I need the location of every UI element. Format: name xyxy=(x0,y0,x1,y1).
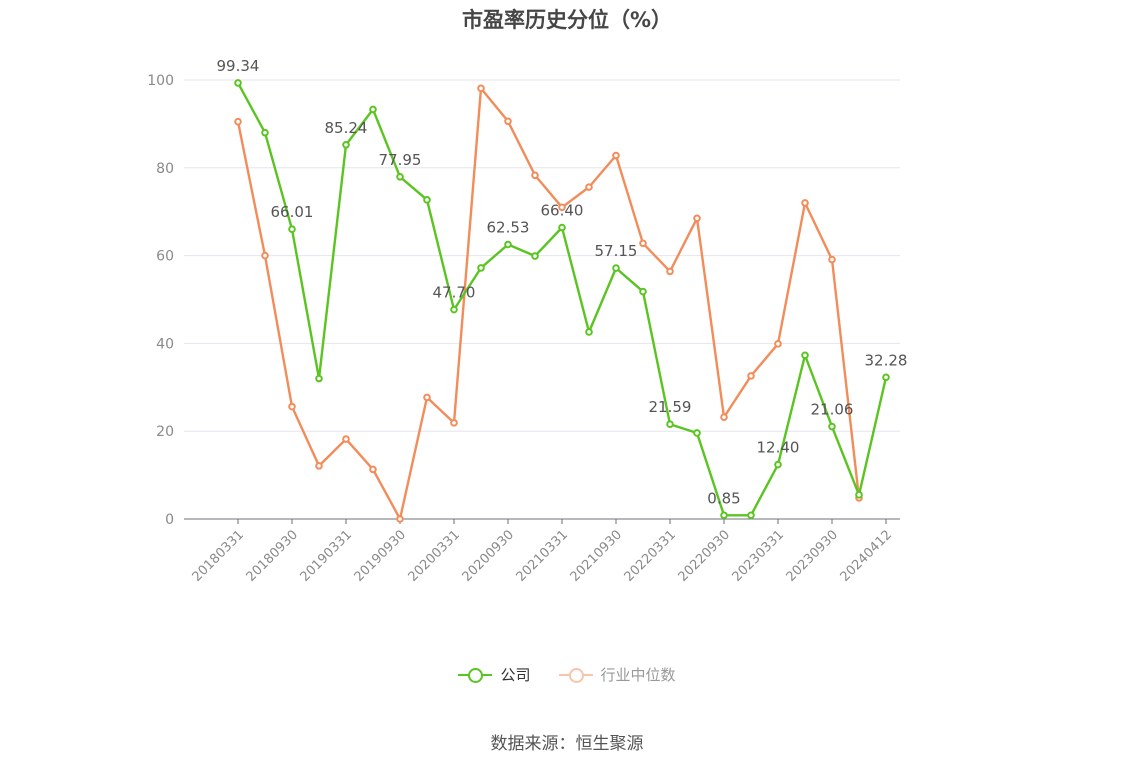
chart-title: 市盈率历史分位（%） xyxy=(461,8,673,32)
company-point xyxy=(261,128,269,137)
data-label: 47.70 xyxy=(433,284,476,302)
y-tick-label: 60 xyxy=(156,249,174,265)
company-point xyxy=(531,252,539,260)
data-label: 32.28 xyxy=(865,351,908,369)
x-tick-label: 20210331 xyxy=(514,527,571,584)
industry-point xyxy=(315,462,323,470)
industry-point xyxy=(288,402,296,411)
industry-point xyxy=(585,183,593,191)
company-point xyxy=(342,140,350,149)
company-point xyxy=(693,429,701,437)
company-point xyxy=(504,240,512,249)
company-point xyxy=(369,105,377,114)
data-label: 66.40 xyxy=(541,202,584,220)
industry-point xyxy=(666,267,674,276)
series-line-industry xyxy=(236,87,861,521)
data-label: 99.34 xyxy=(217,57,260,75)
company-point xyxy=(801,351,809,360)
industry-point xyxy=(423,393,431,402)
legend-company-label: 公司 xyxy=(500,666,531,684)
x-tick-label: 20220930 xyxy=(676,527,733,584)
industry-point xyxy=(234,117,242,126)
company-point xyxy=(720,511,728,520)
company-point xyxy=(585,328,593,336)
data-label: 0.85 xyxy=(707,489,740,507)
company-point xyxy=(882,373,890,382)
company-point xyxy=(234,79,242,87)
company-point xyxy=(774,460,782,469)
industry-point xyxy=(450,419,458,427)
legend-company-symbol-icon xyxy=(458,666,493,684)
industry-point xyxy=(504,117,512,126)
legend-industry-label: 行业中位数 xyxy=(600,666,676,684)
data-label: 21.06 xyxy=(811,401,854,419)
x-tick-label: 20180930 xyxy=(244,527,301,584)
company-point xyxy=(612,264,620,272)
data-label: 21.59 xyxy=(649,398,692,416)
industry-point xyxy=(774,340,782,348)
company-point xyxy=(288,225,296,234)
company-point xyxy=(639,287,647,296)
company-point xyxy=(855,491,863,499)
industry-point xyxy=(396,515,404,523)
industry-point xyxy=(747,372,755,380)
industry-point xyxy=(531,171,539,180)
data-label: 85.24 xyxy=(325,119,368,137)
data-label: 77.95 xyxy=(379,151,422,169)
x-tick-label: 20210930 xyxy=(568,527,625,584)
x-tick-label: 20200930 xyxy=(460,527,517,584)
industry-point xyxy=(261,251,269,260)
industry-point xyxy=(612,151,620,160)
industry-point xyxy=(639,239,647,248)
industry-point xyxy=(693,214,701,223)
chart-legend: 公司 行业中位数 xyxy=(0,664,1134,685)
company-point xyxy=(450,305,458,314)
legend-item-industry-median[interactable]: 行业中位数 xyxy=(558,664,676,685)
x-tick-label: 20180331 xyxy=(190,527,247,584)
data-label: 62.53 xyxy=(487,218,530,236)
y-tick-label: 20 xyxy=(156,424,174,440)
x-tick-label: 20230930 xyxy=(784,527,841,584)
data-label: 66.01 xyxy=(271,203,314,221)
x-tick-label: 20190930 xyxy=(352,527,409,584)
legend-item-company[interactable]: 公司 xyxy=(458,664,531,685)
industry-point xyxy=(342,435,350,443)
y-tick-label: 40 xyxy=(156,336,174,352)
company-point xyxy=(558,223,566,232)
y-tick-label: 80 xyxy=(156,161,174,177)
company-point xyxy=(396,172,404,181)
company-point xyxy=(828,422,836,431)
industry-point xyxy=(720,413,728,421)
industry-point xyxy=(828,255,836,264)
line-chart: 0 20 40 60 80 100 2018033120180930201903312019… xyxy=(147,57,908,585)
x-tick-label: 20240412 xyxy=(838,527,895,584)
company-point xyxy=(747,511,755,520)
x-tick-label: 20230331 xyxy=(730,527,787,584)
y-tick-label: 0 xyxy=(165,512,174,528)
x-tick-label: 20220331 xyxy=(622,527,679,584)
industry-point xyxy=(477,84,485,93)
industry-point xyxy=(558,203,566,212)
data-label: 12.40 xyxy=(757,439,800,457)
industry-point xyxy=(801,199,809,207)
x-tick-label: 20200331 xyxy=(406,527,463,584)
legend-industry-symbol-icon xyxy=(558,666,593,684)
data-source: 数据来源：恒生聚源 xyxy=(490,734,644,754)
company-point xyxy=(477,264,485,272)
company-point xyxy=(666,420,674,429)
x-tick-label: 20190331 xyxy=(298,527,355,584)
company-point xyxy=(315,374,323,383)
company-point xyxy=(423,196,431,204)
industry-point xyxy=(369,465,377,474)
data-label: 57.15 xyxy=(595,242,638,260)
y-tick-label: 100 xyxy=(147,73,174,89)
